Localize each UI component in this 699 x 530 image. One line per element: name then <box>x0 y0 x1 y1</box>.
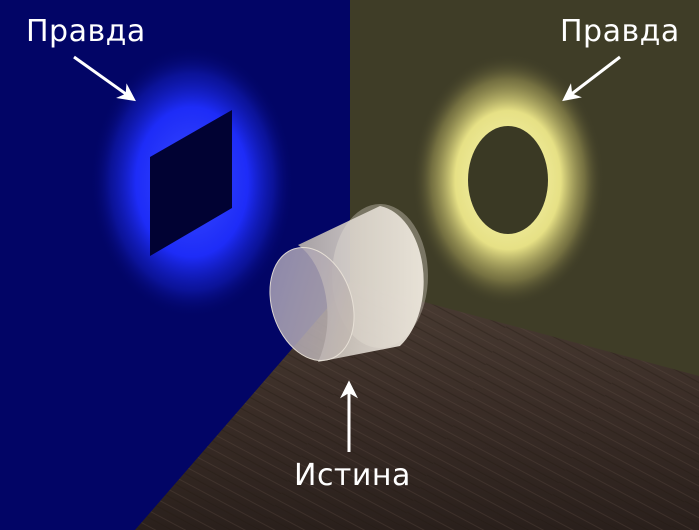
label-reality: Истина <box>294 458 411 494</box>
label-truth-left: Правда <box>26 14 146 50</box>
circle-shadow-icon <box>468 126 548 234</box>
label-truth-right: Правда <box>560 14 680 50</box>
